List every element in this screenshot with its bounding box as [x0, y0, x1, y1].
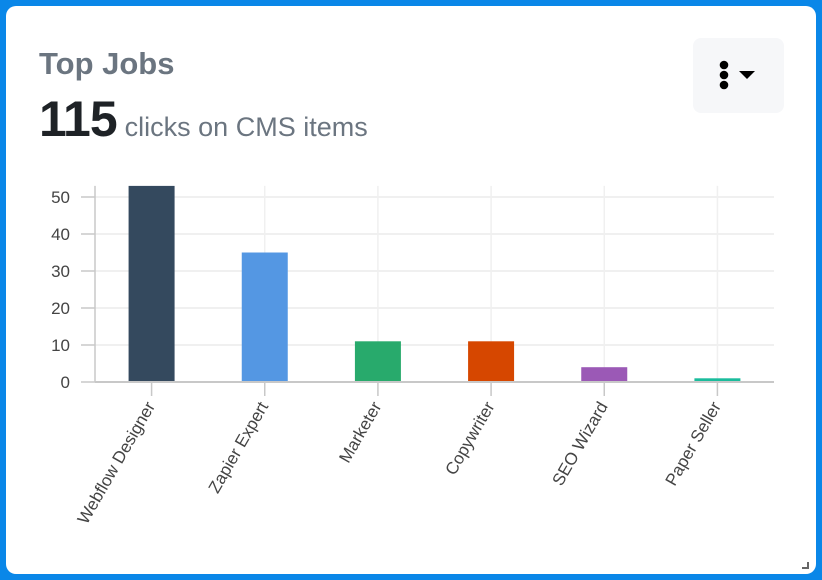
metric-summary: 115 clicks on CMS items [39, 90, 368, 148]
x-tick-label: Copywriter [441, 398, 498, 478]
caret-down-icon [739, 71, 755, 79]
bar-webflow-designer[interactable] [128, 185, 175, 382]
card-title: Top Jobs [39, 46, 175, 81]
y-tick-label: 0 [61, 373, 70, 392]
bar-seo-wizard[interactable] [581, 367, 628, 382]
bar-marketer[interactable] [354, 341, 401, 382]
x-tick-label: Zapier Expert [205, 398, 273, 496]
card-options-menu-button[interactable] [693, 38, 784, 113]
bar-zapier-expert[interactable] [241, 252, 288, 383]
y-tick-label: 20 [51, 299, 70, 318]
x-tick-label: Marketer [335, 398, 385, 466]
x-tick-label: Webflow Designer [74, 398, 159, 527]
resize-handle-icon[interactable] [801, 561, 811, 571]
x-tick-label: Paper Seller [662, 398, 725, 489]
metric-label: clicks on CMS items [124, 112, 368, 142]
y-tick-label: 30 [51, 262, 70, 281]
bar-copywriter[interactable] [468, 341, 515, 382]
bar-paper-seller[interactable] [694, 378, 741, 382]
x-tick-label: SEO Wizard [548, 399, 611, 490]
vertical-ellipsis-icon [719, 60, 729, 90]
y-tick-label: 10 [51, 336, 70, 355]
metric-value: 115 [39, 91, 118, 147]
y-tick-label: 40 [51, 225, 70, 244]
y-tick-label: 50 [51, 188, 70, 207]
